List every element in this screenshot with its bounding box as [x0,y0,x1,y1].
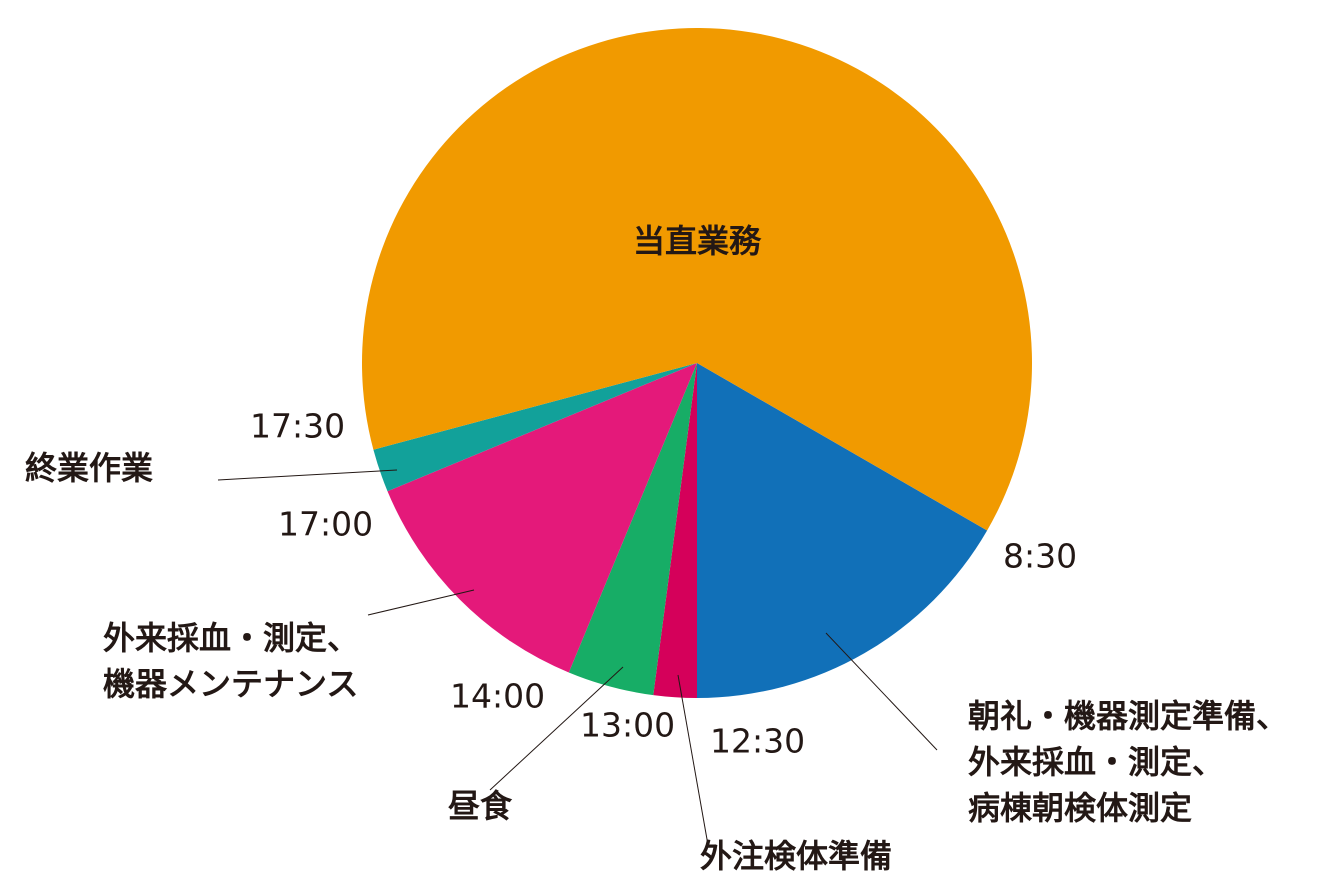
pie-slice [697,363,988,698]
category-label: 昼食 [448,787,513,825]
category-label: 当直業務 [633,222,762,260]
category-label: 外注検体準備 [700,837,892,875]
time-label: 8:30 [1003,537,1077,576]
pie-slice [361,28,1032,531]
category-label: 朝礼・機器測定準備、外来採血・測定、病棟朝検体測定 [968,697,1288,827]
pie-slice [373,363,697,492]
time-label: 12:30 [710,722,805,761]
leader-line [825,632,938,751]
leader-line [217,469,398,481]
leader-line [677,674,709,846]
label-line: 昼食 [448,787,513,825]
category-label: 終業作業 [25,449,153,487]
label-line: 機器メンテナンス [103,665,358,703]
pie-slice [568,363,697,696]
pie-slice [387,363,697,673]
label-line: 病棟朝検体測定 [968,789,1192,827]
leader-line [489,666,624,791]
time-label: 13:00 [580,706,675,745]
label-line: 外来採血・測定、 [103,619,359,657]
time-label: 17:30 [250,407,345,446]
pie-slice [653,363,697,698]
label-line: 当直業務 [633,222,762,260]
label-line: 終業作業 [25,449,153,487]
time-label: 17:00 [278,505,373,544]
label-line: 外注検体準備 [700,837,892,875]
time-label: 14:00 [450,677,545,716]
label-line: 朝礼・機器測定準備、 [968,697,1288,735]
label-line: 外来採血・測定、 [968,743,1224,781]
category-label: 外来採血・測定、機器メンテナンス [103,619,359,703]
leader-line [367,589,475,616]
